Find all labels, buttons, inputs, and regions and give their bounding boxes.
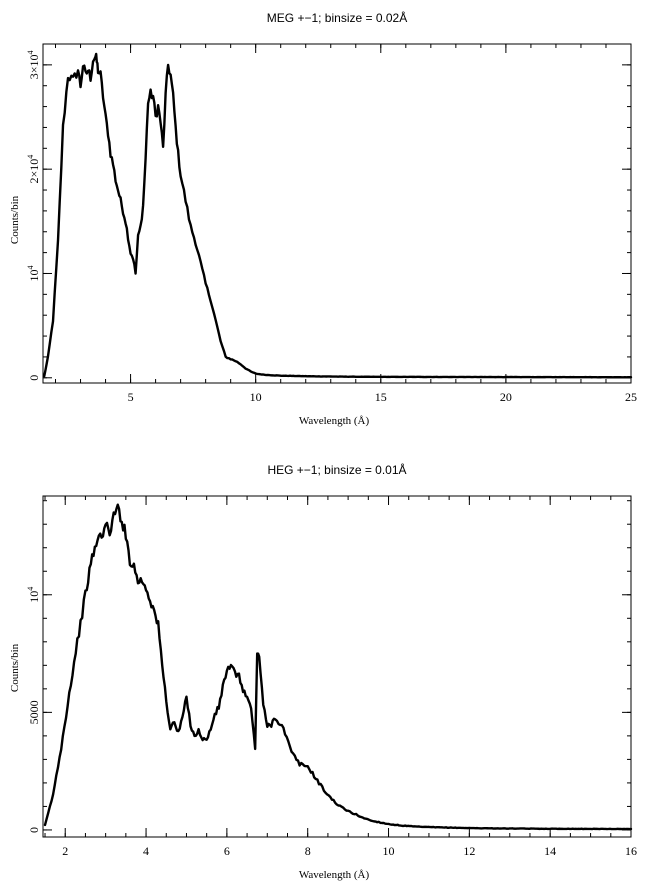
series-line — [43, 503, 633, 831]
tick-labels: 5 10 15 20 25 0 104 2×104 3×104 — [26, 50, 637, 404]
x-tick-label: 10 — [250, 390, 262, 404]
y-tick-label: 0 — [27, 375, 41, 381]
axis-ticks — [43, 496, 632, 837]
x-tick-label: 20 — [500, 390, 512, 404]
x-tick-label: 25 — [625, 390, 637, 404]
x-axis-label: Wavelength (Å) — [299, 415, 370, 427]
heg-spectrum-panel: HEG +−1; binsize = 0.01Å 2 4 6 8 10 12 14 16 0 50… — [9, 462, 637, 881]
x-tick-label: 2 — [62, 844, 68, 858]
x-tick-label: 16 — [625, 844, 637, 858]
x-axis-label: Wavelength (Å) — [299, 869, 370, 881]
y-axis-label: Counts/bin — [9, 195, 21, 244]
plot-frame — [42, 43, 632, 384]
x-tick-label: 10 — [383, 844, 395, 858]
y-tick-label: 104 — [26, 265, 41, 281]
x-tick-label: 4 — [143, 844, 149, 858]
chart-title: HEG +−1; binsize = 0.01Å — [267, 462, 406, 477]
x-tick-label: 14 — [544, 844, 556, 858]
x-tick-label: 12 — [463, 844, 475, 858]
y-axis-label: Counts/bin — [9, 643, 21, 692]
chart-title: MEG +−1; binsize = 0.02Å — [267, 10, 407, 25]
plot-frame — [42, 495, 632, 838]
series-line — [43, 52, 633, 379]
y-tick-label: 3×104 — [26, 50, 41, 79]
x-tick-label: 5 — [128, 390, 134, 404]
axis-ticks — [43, 43, 632, 383]
y-tick-label: 0 — [27, 827, 41, 833]
x-tick-label: 15 — [375, 390, 387, 404]
x-tick-label: 8 — [305, 844, 311, 858]
y-tick-label: 104 — [26, 587, 41, 603]
y-tick-label: 2×104 — [26, 155, 41, 184]
tick-labels: 2 4 6 8 10 12 14 16 0 5000 104 — [26, 587, 637, 858]
meg-spectrum-panel: MEG +−1; binsize = 0.02Å 5 10 15 20 25 0 104 2×… — [9, 10, 637, 427]
x-tick-label: 6 — [224, 844, 230, 858]
y-tick-label: 5000 — [27, 700, 41, 724]
